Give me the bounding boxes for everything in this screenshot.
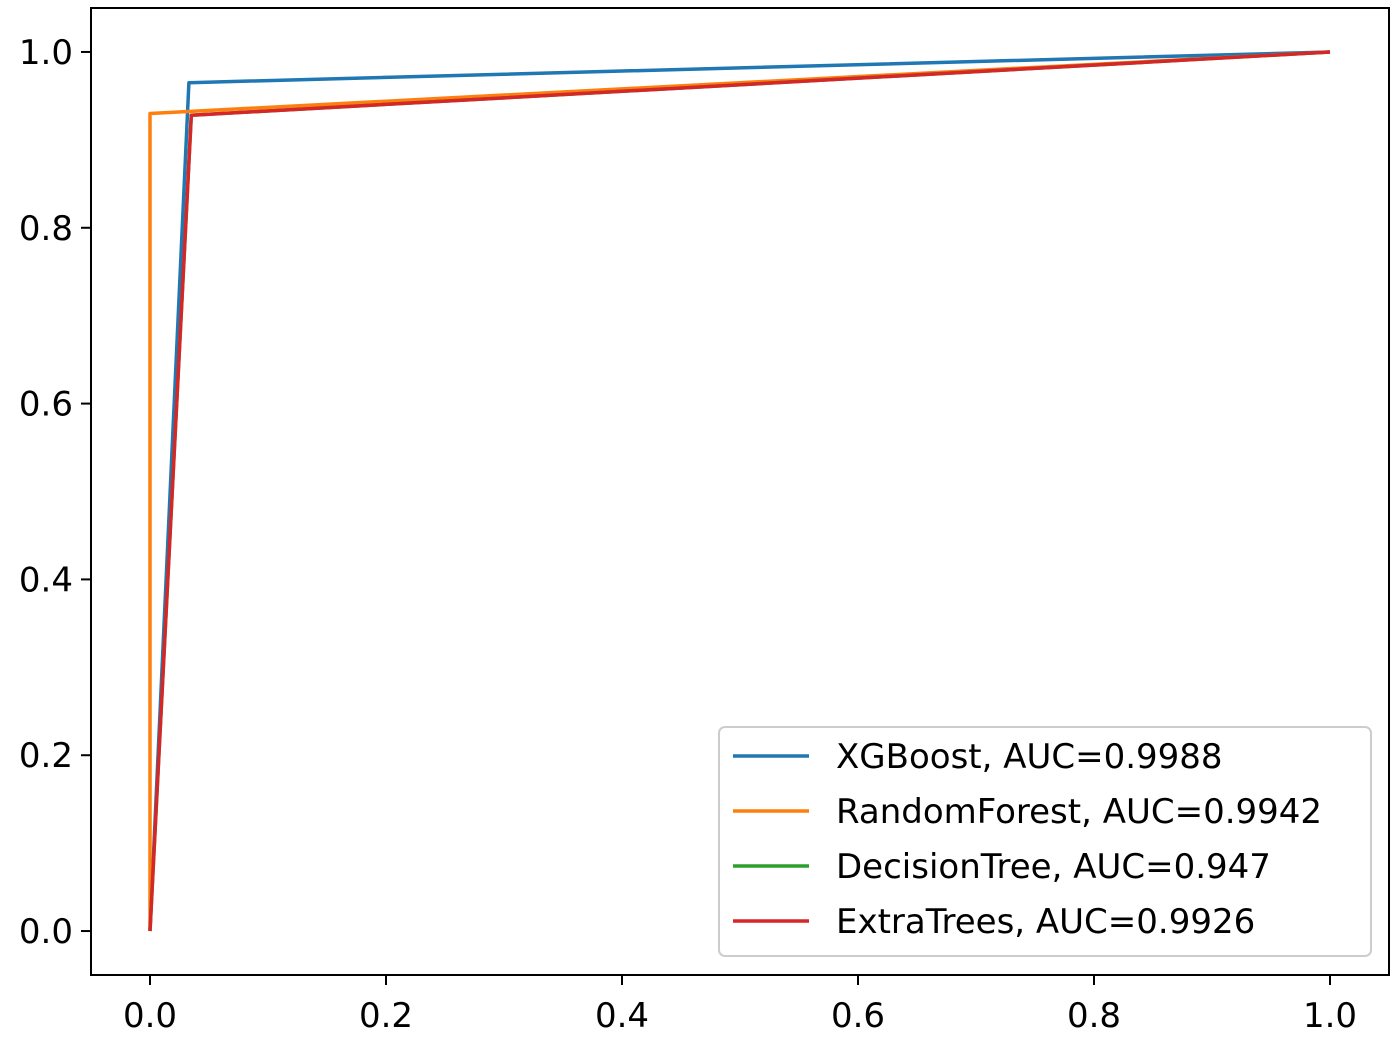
x-axis: 0.0 0.2 0.4 0.6 0.8 1.0: [123, 975, 1357, 1036]
legend-label-1: RandomForest, AUC=0.9942: [836, 792, 1322, 832]
legend: XGBoost, AUC=0.9988 RandomForest, AUC=0.9…: [718, 726, 1372, 957]
y-tick-label: 0.8: [19, 209, 73, 249]
series-layer: [148, 50, 1331, 932]
y-tick-label: 0.2: [19, 736, 73, 776]
x-tick-label: 0.8: [1067, 996, 1121, 1036]
x-tick-label: 1.0: [1303, 996, 1357, 1036]
y-tick-label: 0.4: [19, 560, 73, 600]
legend-label-0: XGBoost, AUC=0.9988: [836, 737, 1223, 777]
y-axis: 0.0 0.2 0.4 0.6 0.8 1.0: [19, 33, 91, 952]
y-tick-label: 0.6: [19, 385, 73, 425]
series-line-3: [148, 50, 1331, 932]
legend-label-3: ExtraTrees, AUC=0.9926: [836, 902, 1255, 942]
y-tick-label: 1.0: [19, 33, 73, 73]
x-tick-label: 0.0: [123, 996, 177, 1036]
legend-label-2: DecisionTree, AUC=0.947: [836, 847, 1271, 887]
x-tick-label: 0.6: [831, 996, 885, 1036]
y-tick-label: 0.0: [19, 912, 73, 952]
x-tick-label: 0.2: [359, 996, 413, 1036]
legend-box: [718, 726, 1372, 957]
x-tick-label: 0.4: [595, 996, 649, 1036]
plot-frame: [90, 7, 1390, 976]
